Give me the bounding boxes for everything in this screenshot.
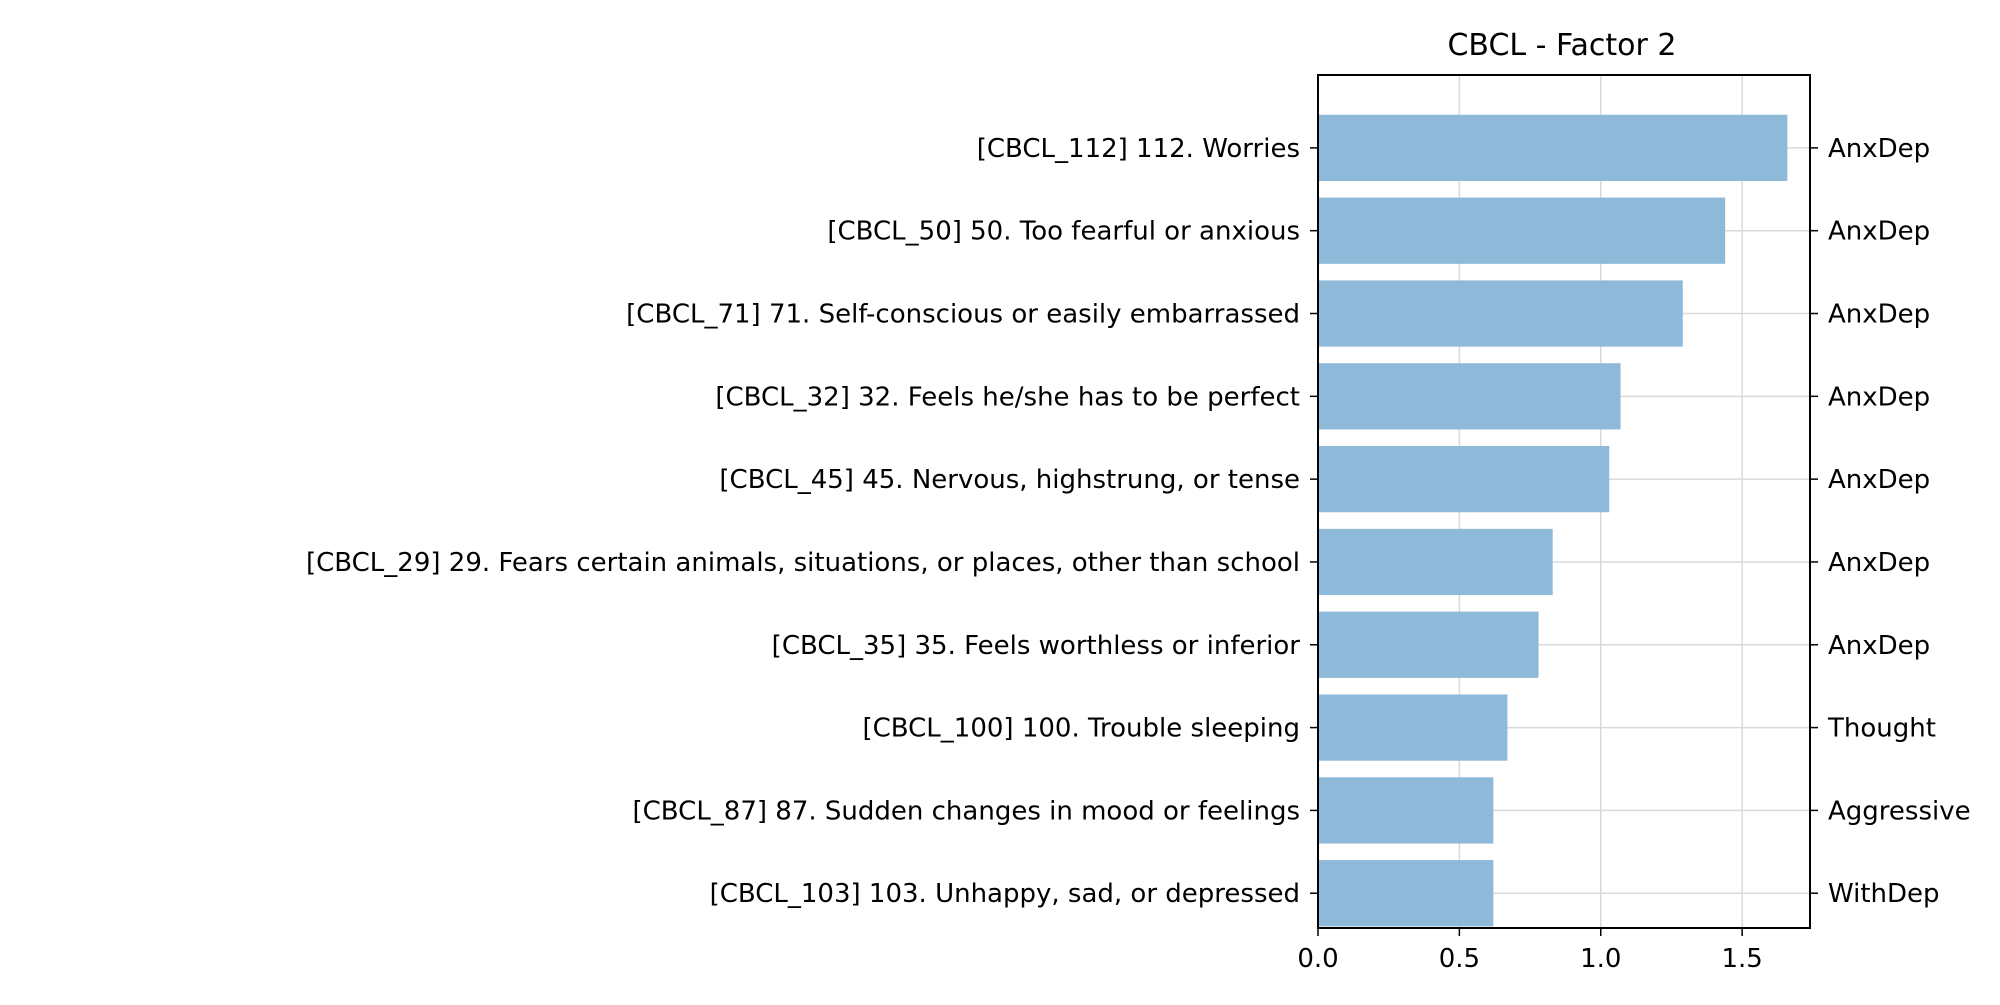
x-tick-label: 0.0 (1297, 944, 1338, 974)
bar (1318, 611, 1539, 678)
bar (1318, 694, 1508, 761)
x-tick-label: 0.5 (1439, 944, 1480, 974)
scale-label: AnxDep (1828, 382, 1930, 412)
bar (1318, 777, 1494, 844)
scale-label: AnxDep (1828, 548, 1930, 578)
bar (1318, 528, 1553, 596)
plot-frame (1317, 74, 1811, 929)
scale-label: AnxDep (1828, 300, 1930, 330)
x-axis-ticks: 0.0 0.5 1.0 1.5 (1297, 928, 1763, 974)
scale-label: AnxDep (1828, 134, 1930, 164)
category-label: [CBCL_100] 100. Trouble sleeping (862, 714, 1300, 744)
category-label: [CBCL_50] 50. Too fearful or anxious (827, 217, 1300, 247)
category-label: [CBCL_35] 35. Feels worthless or inferio… (772, 631, 1301, 661)
category-label: [CBCL_87] 87. Sudden changes in mood or … (632, 796, 1300, 826)
bar (1318, 446, 1610, 513)
scale-labels: AnxDep AnxDep AnxDep AnxDep AnxDep AnxDep AnxD… (1810, 134, 1971, 909)
bars-layer (1318, 114, 1788, 927)
category-label: [CBCL_32] 32. Feels he/she has to be per… (715, 382, 1300, 412)
bar (1318, 363, 1621, 430)
scale-label: AnxDep (1828, 631, 1930, 661)
scale-label: Thought (1827, 714, 1936, 744)
chart-title: CBCL - Factor 2 (1447, 28, 1676, 63)
x-tick-label: 1.5 (1721, 944, 1762, 974)
category-labels: [CBCL_112] 112. Worries [CBCL_50] 50. Too… (306, 134, 1318, 909)
bar (1318, 860, 1494, 927)
bar (1318, 280, 1683, 347)
category-label: [CBCL_71] 71. Self-conscious or easily e… (626, 300, 1300, 330)
category-label: [CBCL_45] 45. Nervous, highstrung, or te… (719, 465, 1300, 495)
category-label: [CBCL_103] 103. Unhappy, sad, or depress… (710, 879, 1300, 909)
category-label: [CBCL_29] 29. Fears certain animals, sit… (306, 548, 1300, 578)
scale-label: AnxDep (1828, 217, 1930, 247)
scale-label: AnxDep (1828, 465, 1930, 495)
x-tick-label: 1.0 (1580, 944, 1621, 974)
category-label: [CBCL_112] 112. Worries (977, 134, 1300, 164)
bar (1318, 197, 1726, 264)
scale-label: Aggressive (1828, 796, 1971, 826)
bar (1318, 114, 1788, 182)
scale-label: WithDep (1828, 879, 1940, 909)
